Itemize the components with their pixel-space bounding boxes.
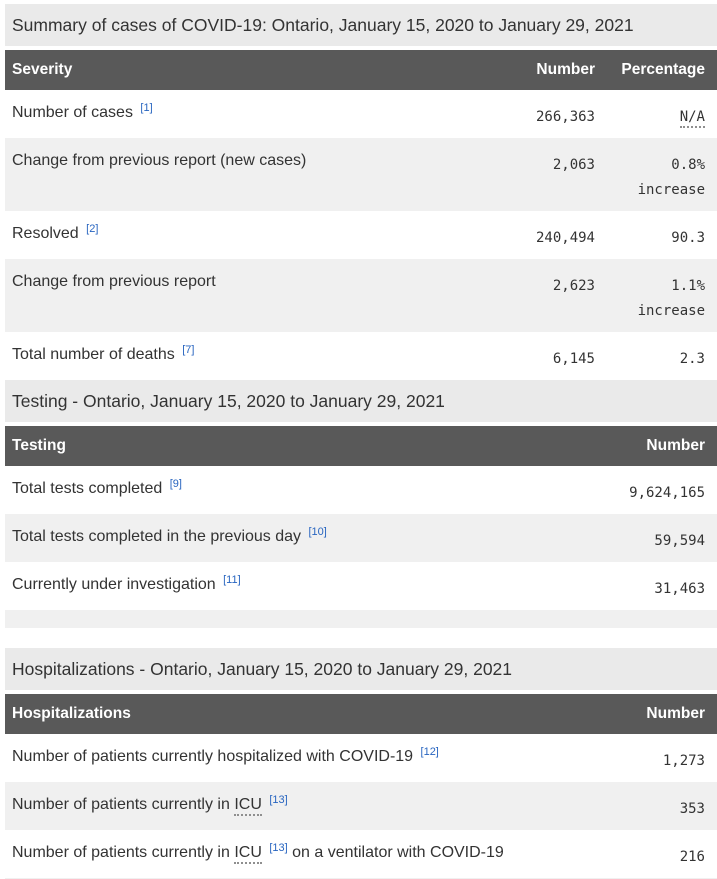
- footnote-link[interactable]: [1]: [140, 101, 153, 114]
- row-label: Total number of deaths [7]: [5, 332, 485, 380]
- footnote-link[interactable]: [9]: [169, 477, 182, 490]
- label-text: on a ventilator with COVID-19: [292, 844, 504, 861]
- number-cell: 266,363: [535, 109, 595, 125]
- label-text: Number of patients currently hospitalize…: [12, 748, 414, 765]
- number-cell: 59,594: [654, 533, 705, 549]
- label-text: Total tests completed: [12, 480, 163, 497]
- table-row: Change from previous report 2,623 1.1% incr…: [5, 259, 717, 332]
- number-cell: 353: [679, 801, 705, 817]
- label-text: Number of cases: [12, 104, 133, 121]
- label-text: Resolved: [12, 225, 79, 242]
- number-cell: 216: [679, 849, 705, 865]
- label-text: Number of patients currently in: [12, 844, 230, 861]
- footnote-link[interactable]: [12]: [420, 745, 439, 758]
- table-caption: Summary of cases of COVID-19: Ontario, J…: [5, 4, 717, 46]
- percentage-qualifier: increase: [637, 303, 705, 319]
- number-cell: 240,494: [535, 230, 595, 246]
- table-row: Total tests completed [9] 9,624,165: [5, 466, 717, 514]
- footnote-marker: [13]: [269, 794, 287, 806]
- row-label: Resolved [2]: [5, 211, 485, 259]
- footnote-marker: [12]: [421, 746, 439, 758]
- testing-table: Testing Number Total tests completed [9] 9,…: [5, 426, 717, 628]
- percentage-value: 90.3: [671, 230, 705, 246]
- percentage-cell: 0.8% increase: [607, 138, 717, 211]
- abbreviation-n-a[interactable]: N/A: [679, 109, 705, 128]
- table-row: Total tests completed in the previous da…: [5, 514, 717, 562]
- hospitalizations-table: Hospitalizations Number Number of patients…: [5, 694, 717, 879]
- percentage-cell: 2.3: [607, 332, 717, 380]
- table-testing: Testing - Ontario, January 15, 2020 to J…: [5, 380, 717, 628]
- percentage-value: 1.1%: [671, 278, 705, 294]
- footnote-marker: [2]: [86, 223, 98, 235]
- footnote-marker: [9]: [170, 478, 182, 490]
- label-text: Change from previous report: [12, 273, 216, 290]
- footnote-marker: [1]: [140, 102, 152, 114]
- table-caption: Testing - Ontario, January 15, 2020 to J…: [5, 380, 717, 422]
- percentage-value: 2.3: [679, 351, 705, 367]
- label-text: Number of patients currently in: [12, 796, 230, 813]
- label-text: Total tests completed in the previous da…: [12, 528, 302, 545]
- label-text: Total number of deaths: [12, 346, 175, 363]
- footnote-link[interactable]: [13]: [269, 841, 288, 854]
- table-row: Number of patients currently in ICU [13]…: [5, 782, 717, 830]
- row-label: Number of patients currently hospitalize…: [5, 734, 605, 782]
- footnote-marker: [13]: [269, 842, 287, 854]
- percentage-cell: 1.1% increase: [607, 259, 717, 332]
- footnote-link[interactable]: [2]: [86, 222, 99, 235]
- column-header-number: Number: [605, 694, 717, 734]
- table-row: Number of patients currently in ICU [13]…: [5, 830, 717, 878]
- row-label: Number of cases [1]: [5, 90, 485, 138]
- row-label: Total tests completed in the previous da…: [5, 514, 605, 562]
- number-cell: 31,463: [654, 581, 705, 597]
- empty-stripe-row: [5, 610, 717, 628]
- empty-cell: [5, 610, 717, 628]
- table-row: Number of cases [1] 266,363 N/A: [5, 90, 717, 138]
- percentage-cell: 90.3: [607, 211, 717, 259]
- number-cell: 2,063: [552, 157, 595, 173]
- table-caption: Hospitalizations - Ontario, January 15, …: [5, 648, 717, 690]
- column-header-hospitalizations: Hospitalizations: [5, 694, 605, 734]
- column-header-testing: Testing: [5, 426, 605, 466]
- column-header-number: Number: [605, 426, 717, 466]
- number-cell: 9,624,165: [629, 485, 705, 501]
- row-label: Number of patients currently in ICU [13]: [5, 782, 605, 830]
- row-label: Total tests completed [9]: [5, 466, 605, 514]
- header-row: Hospitalizations Number: [5, 694, 717, 734]
- table-summary-of-cases: Summary of cases of COVID-19: Ontario, J…: [5, 4, 717, 380]
- footnote-link[interactable]: [13]: [269, 793, 288, 806]
- column-header-percentage: Percentage: [607, 50, 717, 90]
- summary-of-cases-table: Severity Number Percentage Number of cases …: [5, 50, 717, 380]
- percentage-qualifier: increase: [637, 182, 705, 198]
- header-row: Severity Number Percentage: [5, 50, 717, 90]
- abbreviation-icu[interactable]: ICU: [234, 844, 262, 864]
- footnote-link[interactable]: [10]: [308, 525, 327, 538]
- footnote-marker: [10]: [309, 526, 327, 538]
- row-label: Change from previous report (new cases): [5, 138, 485, 211]
- row-label: Change from previous report: [5, 259, 485, 332]
- table-row: Total number of deaths [7] 6,145 2.3: [5, 332, 717, 380]
- row-label: Currently under investigation [11]: [5, 562, 605, 610]
- number-cell: 6,145: [552, 351, 595, 367]
- table-hospitalizations: Hospitalizations - Ontario, January 15, …: [5, 648, 717, 879]
- percentage-cell: N/A: [607, 90, 717, 138]
- label-text: Change from previous report (new cases): [12, 152, 307, 169]
- footnote-link[interactable]: [7]: [182, 343, 195, 356]
- table-row: Currently under investigation [11] 31,463: [5, 562, 717, 610]
- number-cell: 1,273: [662, 753, 705, 769]
- footnote-link[interactable]: [11]: [223, 573, 241, 586]
- column-header-severity: Severity: [5, 50, 485, 90]
- percentage-value: 0.8%: [671, 157, 705, 173]
- abbreviation-icu[interactable]: ICU: [234, 796, 262, 816]
- header-row: Testing Number: [5, 426, 717, 466]
- footnote-marker: [7]: [182, 344, 194, 356]
- table-row: Resolved [2] 240,494 90.3: [5, 211, 717, 259]
- table-row: Change from previous report (new cases) 2…: [5, 138, 717, 211]
- number-cell: 2,623: [552, 278, 595, 294]
- footnote-marker: [11]: [223, 574, 241, 586]
- column-header-number: Number: [485, 50, 607, 90]
- label-text: Currently under investigation: [12, 576, 216, 593]
- table-row: Number of patients currently hospitalize…: [5, 734, 717, 782]
- row-label: Number of patients currently in ICU [13]…: [5, 830, 605, 878]
